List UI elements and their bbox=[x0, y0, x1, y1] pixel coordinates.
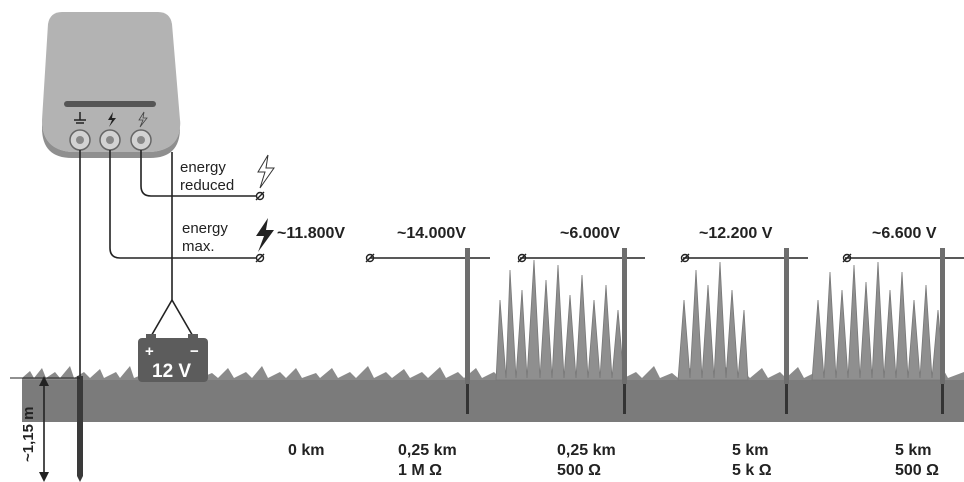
grass-tuft-icon bbox=[677, 261, 749, 381]
fence-post bbox=[940, 248, 945, 384]
segment-distance-1: 0 km bbox=[288, 442, 324, 459]
wire-terminal-icon bbox=[255, 191, 265, 263]
energy-reduced-label-2: reduced bbox=[180, 177, 234, 194]
segment-distance-2: 0,25 km bbox=[398, 442, 457, 459]
battery-minus: − bbox=[190, 343, 199, 360]
segment-distance-3: 0,25 km bbox=[557, 442, 616, 459]
segment-distance-5: 5 km bbox=[895, 442, 931, 459]
lightning-outline-icon bbox=[138, 111, 148, 128]
battery: + − 12 V bbox=[138, 334, 208, 382]
voltage-label-2: ~14.000V bbox=[397, 225, 466, 242]
depth-marker bbox=[10, 376, 80, 482]
fence-segment-2 bbox=[365, 248, 490, 414]
segment-distance-4: 5 km bbox=[732, 442, 768, 459]
segment-resistance-2: 1 M Ω bbox=[398, 462, 442, 479]
fence-segment-4 bbox=[680, 248, 808, 414]
energy-max-label-1: energy bbox=[182, 220, 228, 237]
lightning-icon bbox=[108, 112, 116, 127]
segment-resistance-4: 5 k Ω bbox=[732, 462, 772, 479]
wires bbox=[109, 150, 256, 339]
fence-post bbox=[465, 248, 470, 384]
battery-label: 12 V bbox=[152, 361, 191, 382]
segment-resistance-3: 500 Ω bbox=[557, 462, 601, 479]
voltage-label-4: ~12.200 V bbox=[699, 225, 773, 242]
grass-tuft-icon bbox=[811, 261, 945, 381]
voltage-label-3: ~6.000V bbox=[560, 225, 620, 242]
fence-segment-3 bbox=[517, 248, 645, 414]
terminal-max bbox=[99, 129, 121, 151]
voltage-label-1: ~11.800V bbox=[277, 225, 345, 242]
ground-rod bbox=[77, 376, 83, 476]
battery-plus: + bbox=[145, 343, 154, 360]
segment-resistance-5: 500 Ω bbox=[895, 462, 939, 479]
fence-post bbox=[784, 248, 789, 384]
voltage-label-5: ~6.600 V bbox=[872, 225, 937, 242]
lightning-outline-icon bbox=[257, 154, 275, 189]
energy-max-label-2: max. bbox=[182, 238, 215, 255]
lightning-icon bbox=[256, 218, 274, 252]
fence-post bbox=[622, 248, 627, 384]
device-slot bbox=[64, 101, 156, 107]
terminal-reduced bbox=[130, 129, 152, 151]
ground-strip bbox=[22, 378, 964, 422]
ground-terminal-icon bbox=[74, 112, 86, 124]
grass-tuft-icon bbox=[495, 259, 625, 381]
depth-label: ~1,15 m bbox=[20, 407, 37, 462]
fence-segment-5 bbox=[842, 248, 964, 414]
energizer-device bbox=[42, 12, 181, 158]
energy-reduced-label-1: energy bbox=[180, 159, 226, 176]
terminal-ground bbox=[69, 129, 91, 151]
